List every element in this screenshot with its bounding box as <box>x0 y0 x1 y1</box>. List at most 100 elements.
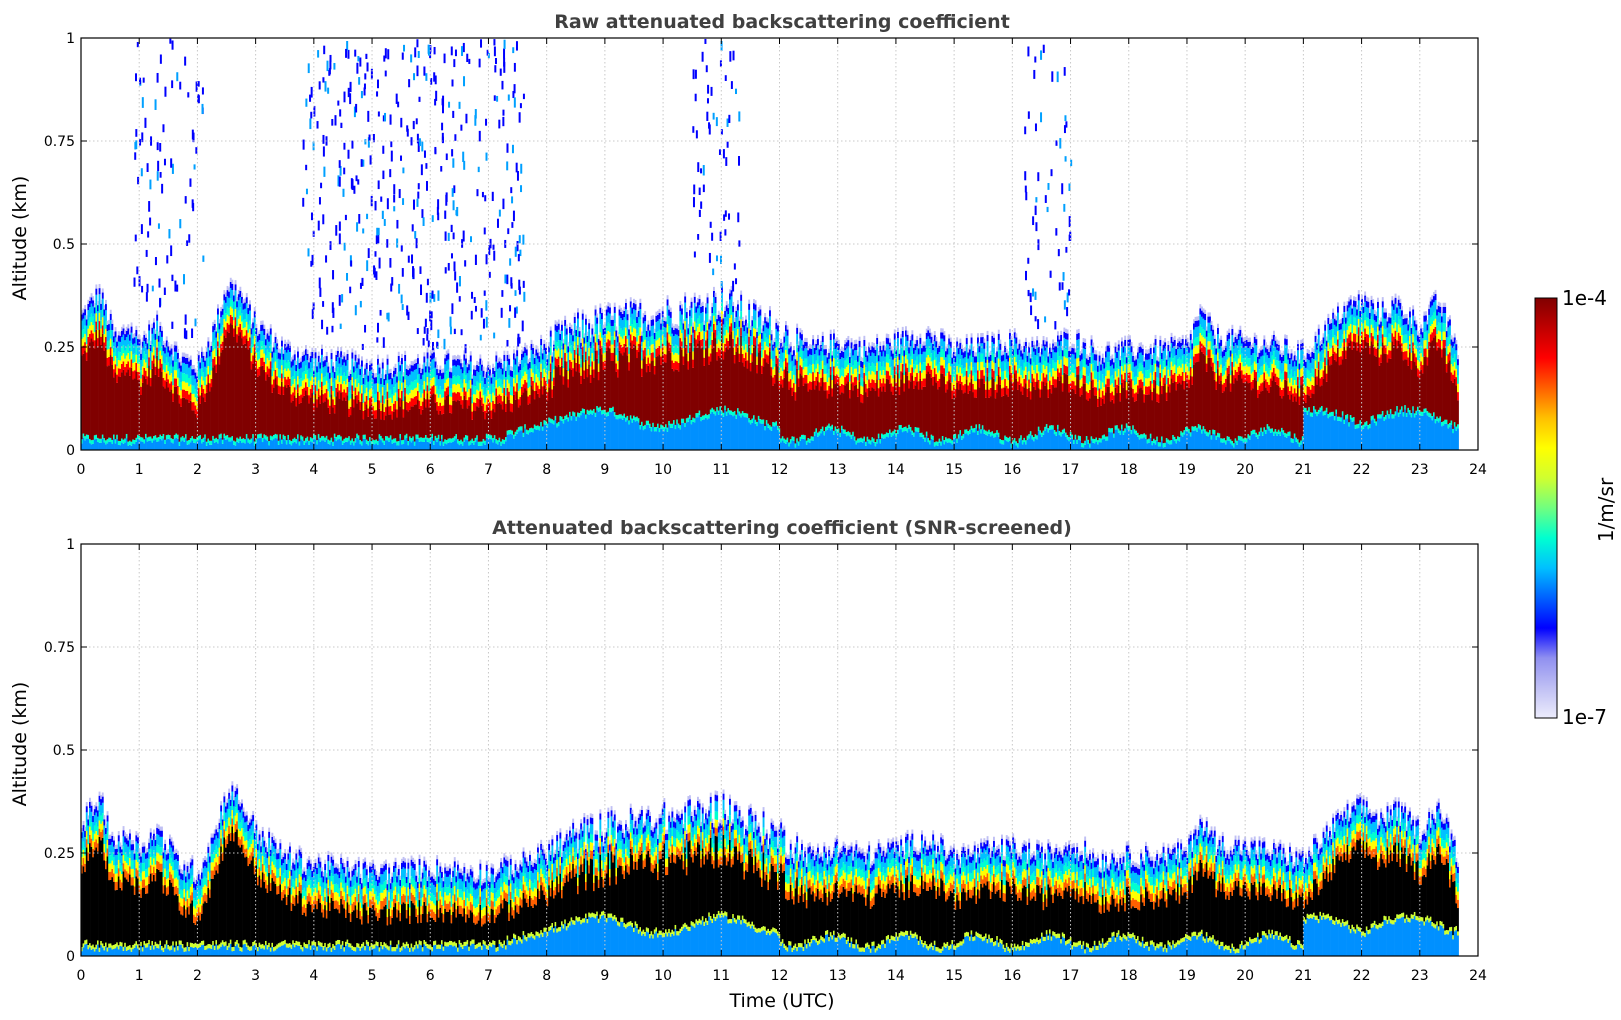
heatmap-cell <box>671 333 674 345</box>
heatmap-cell <box>154 439 157 450</box>
heatmap-cell <box>490 410 493 419</box>
heatmap-cell <box>205 384 208 393</box>
heatmap-cell <box>484 419 487 441</box>
heatmap-cell <box>548 417 551 422</box>
heatmap-cell <box>101 309 104 318</box>
heatmap-cell <box>201 392 203 440</box>
heatmap-cell <box>461 441 464 446</box>
heatmap-cell <box>196 382 199 393</box>
heatmap-cell <box>380 411 383 420</box>
heatmap-cell <box>389 373 392 380</box>
heatmap-cell <box>143 439 146 444</box>
heatmap-cell <box>218 319 221 324</box>
heatmap-cell <box>285 444 288 450</box>
heatmap-cell <box>562 359 565 369</box>
heatmap-cell <box>559 375 562 417</box>
heatmap-cell <box>421 437 424 442</box>
heatmap-cell <box>372 414 375 440</box>
heatmap-cell <box>391 439 394 444</box>
heatmap-cell <box>647 365 650 421</box>
heatmap-cell <box>625 335 627 345</box>
heatmap-cell <box>130 343 133 352</box>
heatmap-cell <box>471 374 474 379</box>
heatmap-cell <box>417 391 419 400</box>
heatmap-cell <box>215 364 218 373</box>
heatmap-cell <box>474 369 477 376</box>
heatmap-cell <box>348 408 351 417</box>
heatmap-cell <box>633 309 635 320</box>
heatmap-cell <box>149 440 152 450</box>
heatmap-cell <box>567 370 570 380</box>
heatmap-cell <box>170 364 173 374</box>
heatmap-cell <box>457 443 459 450</box>
heatmap-cell <box>207 366 210 375</box>
heatmap-cell <box>428 442 431 450</box>
heatmap-cell <box>477 372 480 383</box>
heatmap-cell <box>121 326 123 331</box>
heatmap-cell <box>348 400 351 409</box>
heatmap-cell <box>407 365 410 371</box>
heatmap-cell <box>82 353 85 434</box>
heatmap-cell <box>501 392 504 402</box>
heatmap-cell <box>546 427 549 450</box>
heatmap-cell <box>468 405 471 442</box>
heatmap-cell <box>497 395 499 404</box>
heatmap-cell <box>431 394 434 434</box>
heatmap-cell <box>602 413 605 450</box>
heatmap-cell <box>602 409 605 414</box>
heatmap-cell <box>631 348 634 419</box>
heatmap-cell <box>202 397 205 438</box>
heatmap-cell <box>404 379 407 388</box>
heatmap-cell <box>252 363 255 435</box>
heatmap-cell <box>295 364 298 372</box>
heatmap-cell <box>396 441 399 446</box>
heatmap-cell <box>541 378 544 387</box>
heatmap-cell <box>573 349 576 359</box>
heatmap-cell <box>221 443 224 450</box>
heatmap-cell <box>495 388 498 397</box>
heatmap-cell <box>460 404 463 440</box>
heatmap-cell <box>441 434 443 440</box>
heatmap-cell <box>377 375 379 384</box>
heatmap-cell <box>329 372 331 379</box>
heatmap-cell <box>285 440 288 445</box>
heatmap-cell <box>553 385 555 421</box>
heatmap-cell <box>186 374 189 383</box>
heatmap-cell <box>652 325 655 336</box>
heatmap-cell <box>84 305 87 310</box>
heatmap-cell <box>434 357 437 362</box>
heatmap-cell <box>327 372 330 384</box>
heatmap-cell <box>577 308 579 313</box>
heatmap-cell <box>441 373 443 380</box>
heatmap-cell <box>620 318 623 329</box>
heatmap-cell <box>175 437 178 450</box>
heatmap-cell <box>578 413 581 418</box>
heatmap-cell <box>481 370 483 382</box>
heatmap-cell <box>303 395 306 441</box>
heatmap-cell <box>557 329 560 341</box>
heatmap-cell <box>249 345 251 440</box>
heatmap-cell <box>289 378 291 387</box>
heatmap-cell <box>345 365 347 377</box>
heatmap-cell <box>300 439 303 450</box>
heatmap-cell <box>517 431 520 450</box>
heatmap-cell <box>341 444 344 450</box>
heatmap-cell <box>801 329 803 335</box>
heatmap-cell <box>529 362 531 369</box>
heatmap-cell <box>261 437 264 443</box>
heatmap-cell <box>653 328 656 333</box>
heatmap-cell <box>317 361 320 373</box>
heatmap-cell <box>324 441 327 450</box>
heatmap-cell <box>327 391 330 400</box>
heatmap-cell <box>647 320 650 325</box>
heatmap-cell <box>516 383 519 392</box>
heatmap-cell <box>447 349 450 354</box>
heatmap-cell <box>447 394 450 439</box>
heatmap-cell <box>508 354 511 359</box>
heatmap-cell <box>325 372 328 381</box>
heatmap-cell <box>586 352 589 361</box>
heatmap-cell <box>225 321 227 330</box>
heatmap-cell <box>625 298 627 303</box>
heatmap-cell <box>378 373 381 385</box>
heatmap-cell <box>565 334 568 345</box>
